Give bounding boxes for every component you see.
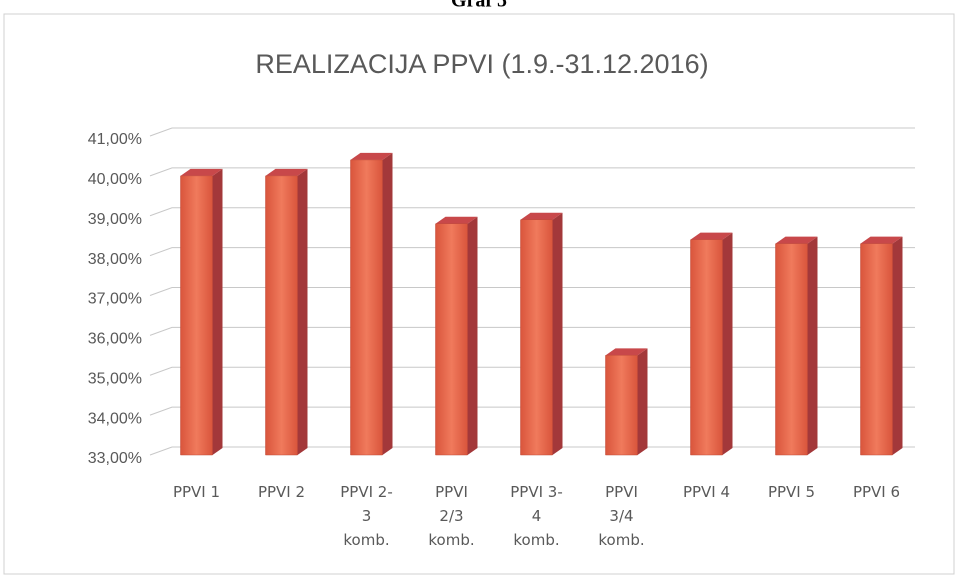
bar-front [860,243,893,456]
bar-front [690,239,723,456]
bar-front [180,175,213,456]
bar-top [605,348,648,356]
bar-side [637,348,648,455]
x-tick-label: PPVI 3-4 komb. [510,483,563,549]
y-tick-label: 36,00% [88,331,142,348]
y-tick-label: 34,00% [88,410,142,427]
bar [265,168,308,456]
bar-side [212,168,223,455]
bar-top [265,168,308,176]
bar-top [520,212,563,220]
bar-side [892,236,903,455]
bar-top [775,236,818,244]
bar-front [775,243,808,456]
y-tick-label: 35,00% [88,370,142,387]
x-tick-label: PPVI 2/3 komb. [428,483,475,549]
bar [605,348,648,456]
grid-line [149,326,915,336]
bar-side [722,232,733,455]
bar [775,236,818,456]
bar [350,152,393,456]
bar-side [382,152,393,456]
bar-top [180,168,223,176]
grid-line [149,207,915,217]
bar-top [350,152,393,160]
bar [180,168,223,456]
bar [520,212,563,456]
grid-line [149,127,915,137]
grid-line [149,287,915,296]
bar-front [350,159,383,456]
bar-front [265,175,298,456]
y-tick-label: 33,00% [88,450,142,467]
bar-top [435,216,478,224]
bar-top [690,232,733,240]
x-tick-label: PPVI 2 [257,483,306,501]
y-tick-label: 40,00% [88,171,142,188]
bar-side [297,168,308,455]
chart-title: REALIZACIJA PPVI (1.9.-31.12.2016) [255,49,708,79]
grid-line [149,366,915,376]
bar-side [807,236,818,455]
bar [435,216,478,456]
bar-front [435,223,468,456]
grid-line [149,446,915,456]
x-tick-label: PPVI 4 [682,483,731,501]
x-tick-label: PPVI 5 [767,483,816,501]
bar-top [860,236,903,244]
bar [860,236,903,456]
bar [690,232,733,456]
grid-line [149,247,915,257]
y-tick-label: 38,00% [88,251,142,268]
x-tick-label: PPVI 2-3 komb. [340,483,393,549]
caption: Graf 5 [451,0,507,12]
bar-front [605,355,638,456]
x-tick-label: PPVI 1 [172,483,221,501]
bar-side [552,212,563,455]
y-tick-label: 37,00% [88,291,142,308]
grid-line [149,406,915,416]
x-tick-label: PPVI 6 [852,483,901,501]
y-tick-label: 41,00% [88,131,142,148]
grid-line [149,167,915,177]
y-tick-label: 39,00% [88,211,142,228]
chart-border [3,13,955,575]
bar-side [467,216,478,455]
x-tick-label: PPVI 3/4 komb. [598,483,645,549]
bar-front [520,219,553,456]
